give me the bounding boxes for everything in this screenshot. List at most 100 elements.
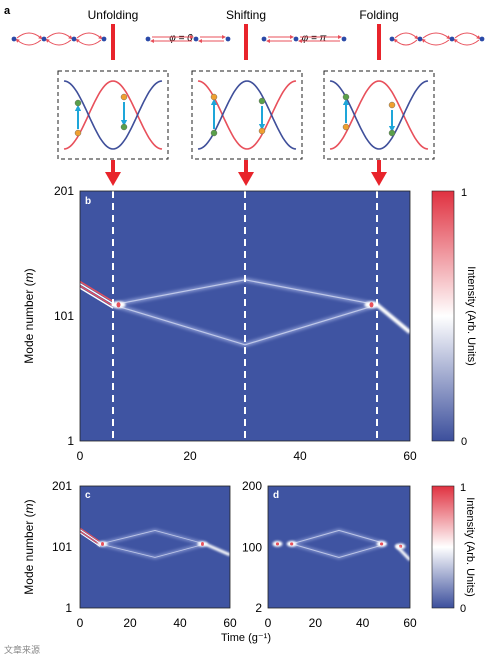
- hopping-arrow: [45, 38, 72, 46]
- drive-bar-unfolding: [111, 24, 115, 60]
- y-tick-labels: 2 100 200: [242, 479, 262, 615]
- upper-band-curve: [197, 80, 297, 150]
- colorbar: [431, 485, 455, 609]
- state-dot: [74, 99, 82, 107]
- panel-b-label: b: [85, 196, 91, 207]
- heatmap-trajectory: [272, 528, 412, 561]
- y-tick-label: 201: [54, 184, 74, 198]
- upper-branch: [99, 530, 206, 545]
- colorbar: [431, 190, 455, 442]
- interference-core: [369, 302, 374, 308]
- hopping-arrow: [422, 32, 451, 40]
- trajectory-stripe: [79, 283, 114, 305]
- phase-pi-label: φ = π: [302, 33, 327, 44]
- x-tick-label: 20: [123, 616, 137, 630]
- state-dot: [342, 123, 350, 131]
- hopping-arrow: [76, 32, 103, 40]
- down-arrow-icon: [238, 160, 254, 186]
- lattice-site: [417, 36, 423, 42]
- trajectory-stripe: [79, 285, 114, 307]
- hopping-arrow: [454, 32, 481, 40]
- lower-band-curve: [63, 80, 163, 150]
- y-axis-label: Mode number (m): [22, 268, 36, 363]
- inset-box-shifting: [191, 70, 303, 160]
- lower-band-curve: [197, 80, 297, 150]
- hopping-arrow: [453, 38, 480, 46]
- lower-branch: [99, 543, 206, 558]
- state-dot: [342, 93, 350, 101]
- lattice-site: [225, 36, 231, 42]
- colorbar-max: 1: [461, 187, 467, 199]
- lattice-site: [449, 36, 455, 42]
- trajectory-stripe: [79, 529, 101, 544]
- down-arrow-icon: [105, 160, 121, 186]
- x-tick-labels: 0 20 40 60: [77, 449, 417, 463]
- state-dot: [120, 93, 128, 101]
- colorbar-max: 1: [460, 482, 466, 494]
- colorbar-min: 0: [461, 436, 467, 448]
- colorbar-min: 0: [460, 603, 466, 615]
- interference-core: [380, 542, 384, 546]
- panel-a: a Unfolding Shifting Folding φ = 0 φ = π: [4, 5, 485, 186]
- hopping-arrow: [15, 38, 42, 46]
- state-dot: [258, 127, 266, 135]
- state-dot: [210, 129, 218, 137]
- panel-a-label: a: [4, 5, 11, 17]
- lower-branch: [112, 304, 378, 346]
- watermark: 文章来源: [4, 646, 41, 656]
- trajectory-stripe: [79, 280, 114, 303]
- interference-core: [275, 542, 280, 546]
- colorbar-label: Intensity (Arb. Units): [464, 497, 476, 597]
- exit-trajectory: [204, 542, 231, 557]
- x-tick-label: 60: [403, 616, 417, 630]
- x-tick-label: 0: [77, 616, 84, 630]
- x-tick-label: 60: [403, 449, 417, 463]
- trajectory-stripe: [79, 287, 114, 309]
- heatmap-background: [80, 486, 230, 608]
- colorbar-label: Intensity (Arb. Units): [465, 266, 477, 366]
- hopping-arrow: [394, 32, 419, 40]
- y-tick-label: 2: [255, 601, 262, 615]
- lattice-site: [261, 36, 267, 42]
- stage-shifting-label: Shifting: [226, 8, 266, 22]
- exit-trajectory: [375, 303, 412, 334]
- stage-folding-label: Folding: [359, 8, 398, 22]
- state-dot: [120, 123, 128, 131]
- hopping-arrow: [16, 32, 43, 40]
- x-tick-labels: 0 20 40 60: [77, 616, 237, 630]
- plot-frame: [267, 485, 411, 609]
- trajectory-stripe: [79, 530, 101, 546]
- x-axis-label: Time (g⁻¹): [221, 632, 271, 644]
- hopping-arrow: [393, 38, 418, 46]
- y-tick-label: 200: [242, 479, 262, 493]
- drive-bar-shifting: [244, 24, 248, 60]
- x-tick-label: 20: [183, 449, 197, 463]
- lattice-chains: [11, 32, 485, 46]
- state-dot: [388, 101, 396, 109]
- inset-box-folding: [323, 70, 435, 160]
- state-dot: [74, 129, 82, 137]
- x-tick-label: 40: [293, 449, 307, 463]
- trajectory-stripe: [79, 532, 101, 547]
- panel-d-heatmap: d 0 20 40 60 2 100 200 1 0 Intensity (Arb. Un…: [242, 479, 476, 630]
- hopping-arrow: [46, 32, 73, 40]
- inset-box-unfolding: [57, 70, 169, 160]
- upper-band-curve: [329, 80, 429, 150]
- plot-frame: [79, 190, 411, 442]
- lattice-site: [145, 36, 151, 42]
- upper-branch: [291, 529, 387, 545]
- interference-core: [290, 542, 294, 546]
- lower-branch: [291, 543, 387, 559]
- y-tick-label: 1: [67, 434, 74, 448]
- lattice-site: [193, 36, 199, 42]
- lattice-site: [341, 36, 347, 42]
- y-tick-label: 100: [242, 541, 262, 555]
- y-tick-labels: 1 101 201: [54, 184, 74, 448]
- state-dot: [210, 93, 218, 101]
- panel-c-heatmap: c 0 20 40 60 1 101 201 Mode number (m): [22, 479, 237, 630]
- x-tick-labels: 0 20 40 60: [265, 616, 417, 630]
- heatmap-trajectory: [79, 527, 231, 559]
- lattice-site: [293, 36, 299, 42]
- exit-trajectory: [394, 544, 412, 561]
